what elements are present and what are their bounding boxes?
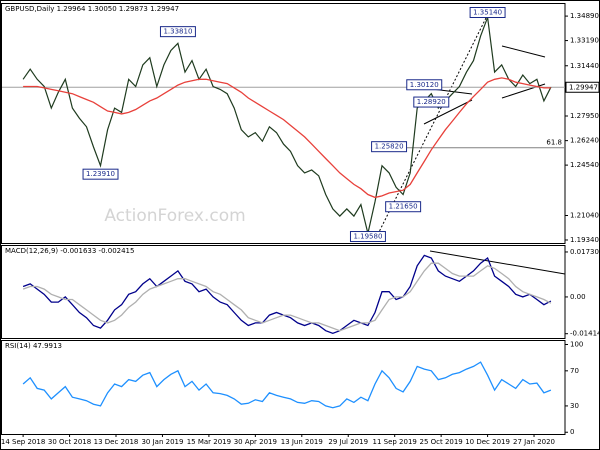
series-line [22,262,552,332]
fib-label: 61.8 [546,139,562,147]
series-line [22,361,552,409]
annotation-box [371,141,408,153]
annotation-box [349,231,386,243]
y-tick-label: 70 [570,367,579,375]
annotation-box [82,168,119,180]
y-tick-label: 1.31440 [570,62,599,70]
annotation-box [413,96,450,108]
y-tick-label: 1.33190 [570,37,599,45]
x-tick-label: 29 Jul 2019 [328,438,368,446]
x-tick-label: 30 Jan 2019 [141,438,183,446]
x-tick-label: 30 Oct 2018 [48,438,91,446]
annotation-label: 1.33810 [163,28,192,36]
panel-title: GBPUSD,Daily 1.29964 1.30050 1.29873 1.2… [5,5,179,13]
last-price-box [565,81,600,93]
annotation-box [385,201,422,213]
annotation-label: 1.35140 [473,8,502,16]
series-line [22,254,552,334]
x-tick-label: 30 Apr 2019 [234,438,277,446]
y-tick-label: 0.00 [570,293,586,301]
watermark: ActionForex.com [104,206,245,226]
x-tick-label: 13 Dec 2018 [94,438,139,446]
y-tick-label: 100 [570,341,583,349]
x-tick-label: 27 Jan 2020 [513,438,555,446]
y-tick-label: 1.26240 [570,137,599,145]
last-price-label: 1.29947 [569,83,598,91]
y-tick-label: 1.34890 [570,12,599,20]
y-tick-label: 1.21040 [570,212,599,220]
x-tick-label: 11 Sep 2019 [373,438,417,446]
x-tick-label: 25 Oct 2019 [419,438,462,446]
trend-line [423,99,473,125]
trend-line [375,15,488,239]
annotation-label: 1.30120 [410,81,439,89]
y-tick-label: 30 [570,402,579,410]
trend-line [501,45,546,58]
x-tick-label: 14 Sep 2018 [1,438,45,446]
y-tick-label: 0.017302 [570,248,600,256]
y-tick-label: -0.014148 [570,330,600,338]
series-line [22,17,552,234]
annotation-label: 1.21650 [389,203,418,211]
y-tick-label: 1.19340 [570,236,599,244]
rsi-panel [1,340,566,435]
annotation-box [469,6,506,18]
annotation-label: 1.28920 [417,98,446,106]
macd-panel [1,245,566,339]
price-panel [1,3,566,244]
y-tick-label: 0 [570,428,574,436]
panel-title: MACD(12,26,9) -0.001633 -0.002415 [5,247,134,255]
y-tick-label: 1.27950 [570,112,599,120]
x-tick-label: 15 Mar 2019 [187,438,231,446]
annotation-label: 1.25820 [375,143,404,151]
x-tick-label: 10 Dec 2019 [465,438,510,446]
annotation-label: 1.19580 [353,233,382,241]
series-line [23,77,551,199]
annotation-box [159,26,196,38]
x-tick-label: 13 Jun 2019 [281,438,323,446]
annotation-label: 1.23910 [86,170,115,178]
trend-line [429,250,566,275]
panel-title: RSI(14) 47.9913 [5,342,62,350]
annotation-box [406,79,443,91]
y-tick-label: 1.24540 [570,161,599,169]
